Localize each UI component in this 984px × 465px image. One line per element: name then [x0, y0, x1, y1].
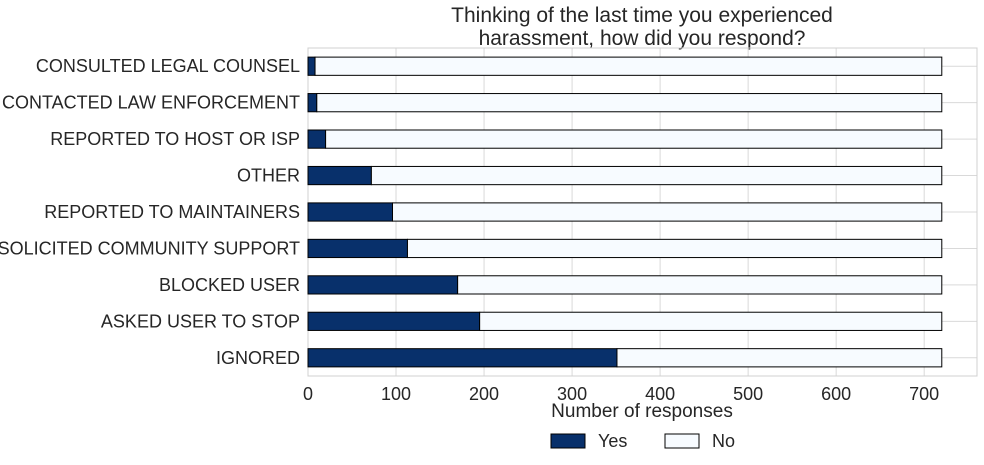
bar-no: [616, 348, 943, 368]
bar-yes: [307, 165, 372, 186]
y-tick-label: CONTACTED LAW ENFORCEMENT: [2, 93, 300, 113]
x-axis-label: Number of responses: [551, 401, 733, 422]
bar-no: [479, 311, 943, 331]
chart-title-line-1: Thinking of the last time you experience…: [451, 4, 833, 27]
chart-title-line-2: harassment, how did you respond?: [479, 27, 806, 50]
bar-yes: [307, 238, 408, 259]
y-tick-label: REPORTED TO MAINTAINERS: [44, 202, 300, 222]
bar-no: [316, 93, 943, 113]
legend-label-yes: Yes: [598, 431, 627, 451]
x-tick-label: 200: [469, 384, 499, 404]
x-tick-label: 600: [821, 384, 851, 404]
x-tick-label: 100: [381, 384, 411, 404]
bar-yes: [307, 275, 459, 295]
bar-yes: [307, 202, 394, 222]
legend: Yes No: [550, 431, 735, 451]
x-tick-label: 400: [645, 384, 675, 404]
bar-yes: [307, 93, 318, 113]
y-tick-label: ASKED USER TO STOP: [101, 311, 300, 331]
y-tick-label: OTHER: [237, 166, 300, 186]
bar-no: [457, 275, 943, 295]
x-tick-label: 300: [557, 384, 587, 404]
bar-no: [406, 238, 943, 259]
y-tick-label: REPORTED TO HOST OR ISP: [50, 129, 300, 149]
legend-swatch-yes: [550, 433, 586, 449]
y-tick-label: BLOCKED USER: [159, 275, 300, 295]
x-tick-label: 0: [303, 384, 313, 404]
y-tick-label: CONSULTED LEGAL COUNSEL: [36, 56, 300, 76]
legend-label-no: No: [712, 431, 735, 451]
bar-no: [314, 56, 943, 76]
bar-yes: [307, 311, 481, 331]
bars: [307, 56, 943, 368]
x-tick-labels: 0 100 200 300 400 500 600 700: [303, 384, 939, 404]
x-tick-label: 700: [909, 384, 939, 404]
bar-no: [325, 129, 943, 149]
bar-yes: [307, 129, 327, 149]
bar-yes: [307, 348, 618, 368]
bar-no: [392, 202, 943, 222]
bar-no: [370, 165, 943, 186]
y-tick-label: IGNORED: [216, 348, 300, 368]
y-tick-labels: CONSULTED LEGAL COUNSEL CONTACTED LAW ENF…: [0, 56, 300, 368]
x-tick-label: 500: [733, 384, 763, 404]
y-tick-label: SOLICITED COMMUNITY SUPPORT: [0, 238, 300, 258]
bar-yes: [307, 56, 316, 76]
legend-swatch-no: [664, 433, 700, 449]
